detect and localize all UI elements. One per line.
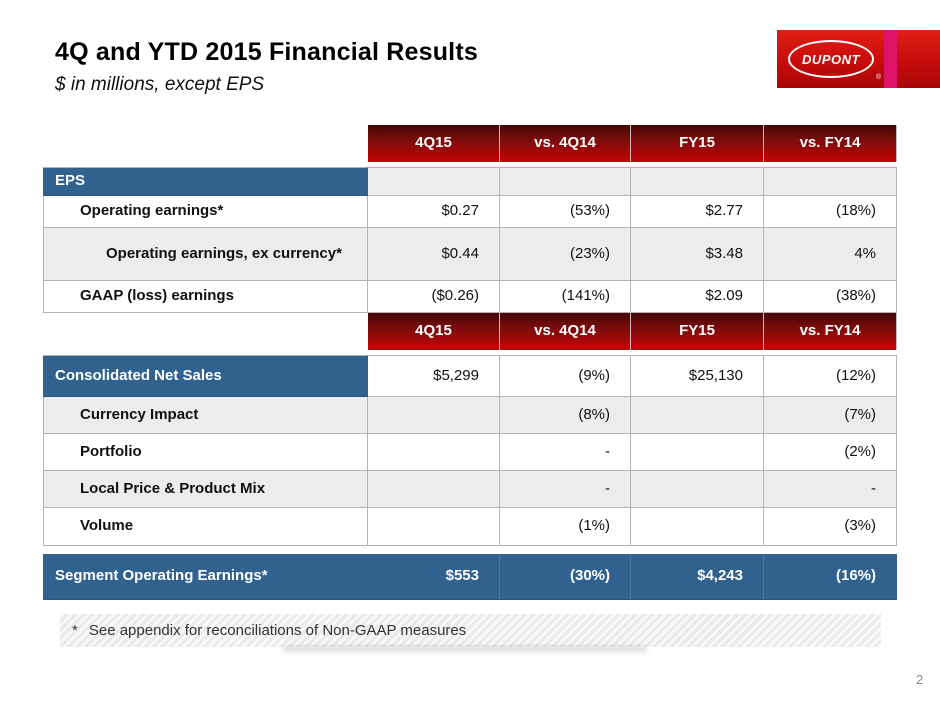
cell-value: - [500, 471, 631, 508]
dupont-logo-text: DUPONT [802, 51, 860, 67]
eps-table-header-row: 4Q15 vs. 4Q14 FY15 vs. FY14 [43, 125, 897, 162]
cell-value: $0.27 [368, 196, 500, 228]
row-label: Volume [43, 508, 368, 546]
col-header-vs-4q14: vs. 4Q14 [500, 313, 631, 350]
slide-subtitle: $ in millions, except EPS [55, 74, 265, 95]
segment-total-row: Segment Operating Earnings* $553 (30%) $… [43, 554, 897, 600]
row-label: Local Price & Product Mix [43, 471, 368, 508]
col-header-fy15: FY15 [631, 125, 764, 162]
cell-value: (2%) [764, 434, 897, 471]
dupont-logo-oval: DUPONT [788, 40, 874, 78]
cell-value [631, 397, 764, 434]
col-header-fy15: FY15 [631, 313, 764, 350]
cell-value: - [764, 471, 897, 508]
section-label-eps: EPS [43, 167, 368, 196]
cell-value [631, 508, 764, 546]
cell-value: - [500, 434, 631, 471]
cell-value: (7%) [764, 397, 897, 434]
cell-value: (9%) [500, 355, 631, 397]
cell-value: (38%) [764, 281, 897, 313]
header-spacer [43, 125, 368, 162]
empty-cell [500, 167, 631, 196]
cell-value: (8%) [500, 397, 631, 434]
empty-cell [368, 167, 500, 196]
row-label: Consolidated Net Sales [43, 355, 368, 397]
cell-value [631, 471, 764, 508]
footnote-text: See appendix for reconciliations of Non-… [88, 622, 467, 639]
cell-value: $4,243 [631, 554, 764, 600]
financial-tables: 4Q15 vs. 4Q14 FY15 vs. FY14 EPS Operatin… [43, 125, 897, 600]
cell-value: (16%) [764, 554, 897, 600]
dupont-logo: DUPONT ® [777, 30, 940, 88]
page-title: 4Q and YTD 2015 Financial Results [55, 38, 478, 66]
cell-value: (1%) [500, 508, 631, 546]
cell-value: ($0.26) [368, 281, 500, 313]
cell-value: (53%) [500, 196, 631, 228]
page-number: 2 [916, 672, 924, 687]
logo-accent-stripe [884, 30, 897, 88]
cell-value [631, 434, 764, 471]
cell-value: (3%) [764, 508, 897, 546]
sales-table-header-row: 4Q15 vs. 4Q14 FY15 vs. FY14 [43, 313, 897, 350]
cell-value: $0.44 [368, 228, 500, 281]
col-header-vs-fy14: vs. FY14 [764, 313, 897, 350]
cell-value [368, 471, 500, 508]
cell-value: (12%) [764, 355, 897, 397]
cell-value: (141%) [500, 281, 631, 313]
cell-value [368, 397, 500, 434]
cell-value [368, 508, 500, 546]
cell-value: $25,130 [631, 355, 764, 397]
cell-value: $5,299 [368, 355, 500, 397]
row-label: Currency Impact [43, 397, 368, 434]
cell-value: $553 [368, 554, 500, 600]
col-header-vs-4q14: vs. 4Q14 [500, 125, 631, 162]
cell-value: 4% [764, 228, 897, 281]
cell-value: (18%) [764, 196, 897, 228]
empty-cell [764, 167, 897, 196]
col-header-4q15: 4Q15 [368, 125, 500, 162]
row-label: Operating earnings, ex currency* [43, 228, 368, 281]
cell-value: $2.09 [631, 281, 764, 313]
col-header-4q15: 4Q15 [368, 313, 500, 350]
cell-value [368, 434, 500, 471]
registered-mark: ® [876, 74, 882, 81]
footnote-marker: * [72, 622, 78, 639]
empty-cell [631, 167, 764, 196]
footnote-bar: * See appendix for reconciliations of No… [60, 614, 881, 647]
row-label: GAAP (loss) earnings [43, 281, 368, 313]
cell-value: $2.77 [631, 196, 764, 228]
footnote-shadow [283, 647, 647, 654]
col-header-vs-fy14: vs. FY14 [764, 125, 897, 162]
row-label: Operating earnings* [43, 196, 368, 228]
cell-value: (23%) [500, 228, 631, 281]
row-label: Segment Operating Earnings* [43, 554, 368, 600]
cell-value: $3.48 [631, 228, 764, 281]
cell-value: (30%) [500, 554, 631, 600]
eps-table: EPS Operating earnings* $0.27 (53%) $2.7… [43, 167, 897, 313]
sales-table: Consolidated Net Sales $5,299 (9%) $25,1… [43, 355, 897, 546]
header-spacer [43, 313, 368, 350]
row-label: Portfolio [43, 434, 368, 471]
